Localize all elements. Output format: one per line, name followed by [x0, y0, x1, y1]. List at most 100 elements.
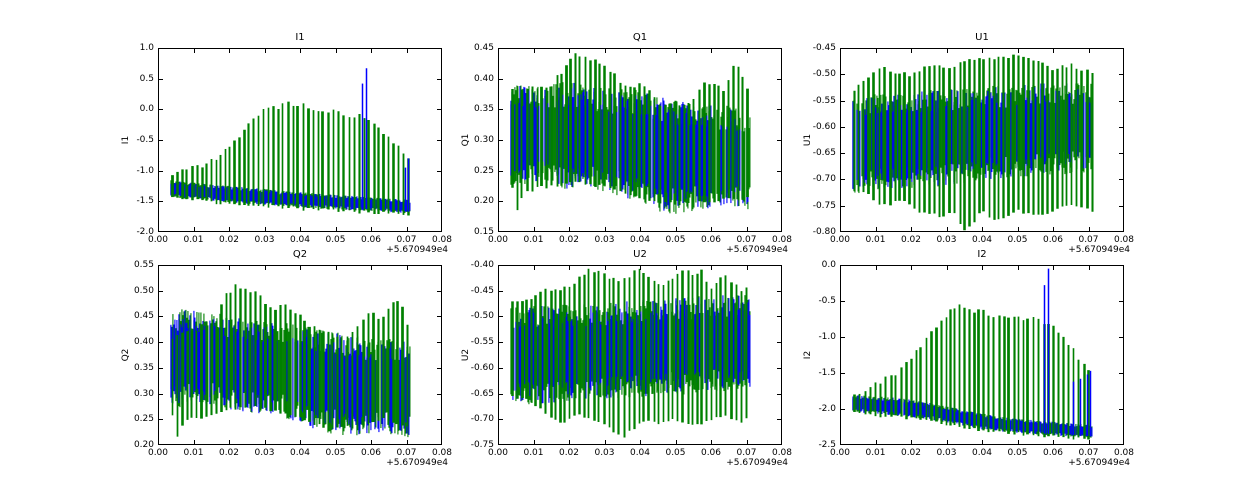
x-tick-label: 0.05 — [1007, 235, 1028, 245]
x-tick-label: 0.08 — [1113, 235, 1135, 245]
subplot-i2: I2 I2 +5.670949e4 0.00 0.01 0.02 0.03 0.04 0.… — [803, 249, 1134, 468]
x-tick-label: 0.02 — [900, 448, 922, 458]
x-tick-label: 0.08 — [431, 235, 453, 245]
x-tick-label: 0.02 — [900, 235, 922, 245]
plot-canvas-q1 — [498, 48, 782, 232]
y-tick-label: 0.40 — [133, 337, 154, 348]
y-tick-label: -1.0 — [818, 332, 836, 342]
x-tick-label: 0.00 — [487, 235, 509, 245]
y-tick-label: 0.0 — [139, 104, 154, 115]
x-tick-label: 0.01 — [523, 235, 544, 245]
x-offset-label: +5.670949e4 — [726, 458, 788, 468]
x-tick-label: 0.08 — [771, 448, 793, 458]
plot-title-q1: Q1 — [632, 32, 648, 43]
y-tick-label: 0.25 — [133, 414, 154, 425]
y-tick-label: 0.45 — [133, 311, 154, 322]
x-tick-label: 0.06 — [1042, 448, 1064, 458]
subplot-u2: U2 U2 +5.670949e4 0.00 0.01 0.02 0.03 0.04 0.… — [461, 249, 792, 468]
y-axis-label-u2: U2 — [461, 348, 471, 362]
x-tick-label: 0.06 — [1042, 235, 1064, 245]
x-tick-label: 0.01 — [183, 235, 204, 245]
x-tick-label: 0.05 — [665, 235, 686, 245]
y-tick-label: 0.30 — [473, 135, 494, 145]
y-tick-label: -0.75 — [470, 440, 494, 450]
x-offset-label: +5.670949e4 — [386, 245, 448, 255]
x-tick-label: 0.03 — [594, 448, 615, 458]
y-tick-label: 0.40 — [473, 73, 494, 84]
y-tick-label: -0.65 — [470, 388, 494, 399]
x-tick-label: 0.02 — [218, 235, 240, 245]
y-tick-label: 0.15 — [473, 227, 494, 237]
x-tick-label: 0.00 — [829, 448, 851, 458]
y-tick-label: -1.5 — [136, 196, 154, 207]
y-tick-label: -0.45 — [470, 285, 494, 296]
y-tick-label: -0.5 — [136, 135, 154, 145]
subplot-u1: U1 U1 +5.670949e4 0.00 0.01 0.02 0.03 0.04 0.… — [803, 32, 1134, 255]
y-tick-label: -0.55 — [812, 95, 836, 106]
x-tick-label: 0.01 — [865, 448, 886, 458]
x-tick-label: 0.04 — [289, 235, 311, 245]
x-tick-label: 0.00 — [487, 448, 509, 458]
y-tick-label: 0.45 — [473, 43, 494, 53]
y-tick-label: -0.50 — [470, 311, 494, 322]
y-tick-label: -2.0 — [818, 404, 836, 414]
x-offset-label: +5.670949e4 — [726, 245, 788, 255]
plot-canvas-u1 — [840, 48, 1124, 232]
x-tick-label: 0.05 — [1007, 448, 1028, 458]
x-tick-label: 0.02 — [558, 448, 580, 458]
x-offset-label: +5.670949e4 — [1068, 458, 1130, 468]
x-tick-label: 0.03 — [254, 235, 275, 245]
plot-title-q2: Q2 — [292, 249, 308, 260]
x-tick-label: 0.08 — [1113, 448, 1135, 458]
y-tick-label: -1.0 — [136, 165, 154, 176]
x-tick-label: 0.07 — [736, 448, 757, 458]
y-tick-label: -0.70 — [812, 174, 836, 185]
x-tick-label: 0.01 — [523, 448, 544, 458]
plot-title-u1: U1 — [975, 32, 989, 43]
x-tick-label: 0.03 — [936, 235, 957, 245]
x-offset-label: +5.670949e4 — [1068, 245, 1130, 255]
y-tick-label: -0.5 — [818, 296, 836, 306]
x-tick-label: 0.04 — [289, 448, 311, 458]
x-tick-label: 0.04 — [629, 448, 651, 458]
y-tick-label: 0.5 — [139, 73, 154, 84]
y-axis-label-u1: U1 — [803, 133, 813, 147]
y-tick-label: -2.0 — [136, 227, 154, 237]
y-tick-label: -0.75 — [812, 200, 836, 211]
y-tick-label: 0.0 — [821, 260, 836, 270]
y-tick-label: -0.50 — [812, 69, 836, 80]
plot-canvas-q2 — [158, 265, 442, 445]
y-tick-label: -0.80 — [812, 227, 836, 237]
y-tick-label: 0.35 — [473, 104, 494, 115]
y-tick-label: 0.30 — [133, 388, 154, 399]
y-axis-label-q2: Q2 — [121, 348, 131, 362]
x-tick-label: 0.06 — [700, 448, 722, 458]
plot-canvas-u2 — [498, 265, 782, 445]
y-tick-label: 0.50 — [133, 285, 154, 296]
x-tick-label: 0.08 — [431, 448, 453, 458]
x-tick-label: 0.01 — [183, 448, 204, 458]
y-tick-label: 1.0 — [139, 43, 154, 53]
plot-title-i2: I2 — [977, 249, 987, 260]
x-tick-label: 0.03 — [594, 235, 615, 245]
x-tick-label: 0.05 — [665, 448, 686, 458]
x-tick-label: 0.01 — [865, 235, 886, 245]
x-tick-label: 0.07 — [736, 235, 757, 245]
x-tick-label: 0.07 — [1078, 448, 1099, 458]
x-tick-label: 0.03 — [254, 448, 275, 458]
x-tick-label: 0.02 — [558, 235, 580, 245]
x-tick-label: 0.07 — [1078, 235, 1099, 245]
plot-title-u2: U2 — [633, 249, 647, 260]
x-tick-label: 0.04 — [971, 235, 993, 245]
x-tick-label: 0.04 — [629, 235, 651, 245]
y-tick-label: -0.40 — [470, 260, 494, 270]
x-tick-label: 0.03 — [936, 448, 957, 458]
plot-title-i1: I1 — [295, 32, 305, 43]
y-tick-label: -0.65 — [812, 148, 836, 159]
y-tick-label: -0.60 — [812, 121, 836, 132]
y-tick-label: 0.35 — [133, 362, 154, 373]
y-tick-label: -0.60 — [470, 362, 494, 373]
x-tick-label: 0.00 — [147, 235, 169, 245]
x-tick-label: 0.06 — [360, 235, 382, 245]
